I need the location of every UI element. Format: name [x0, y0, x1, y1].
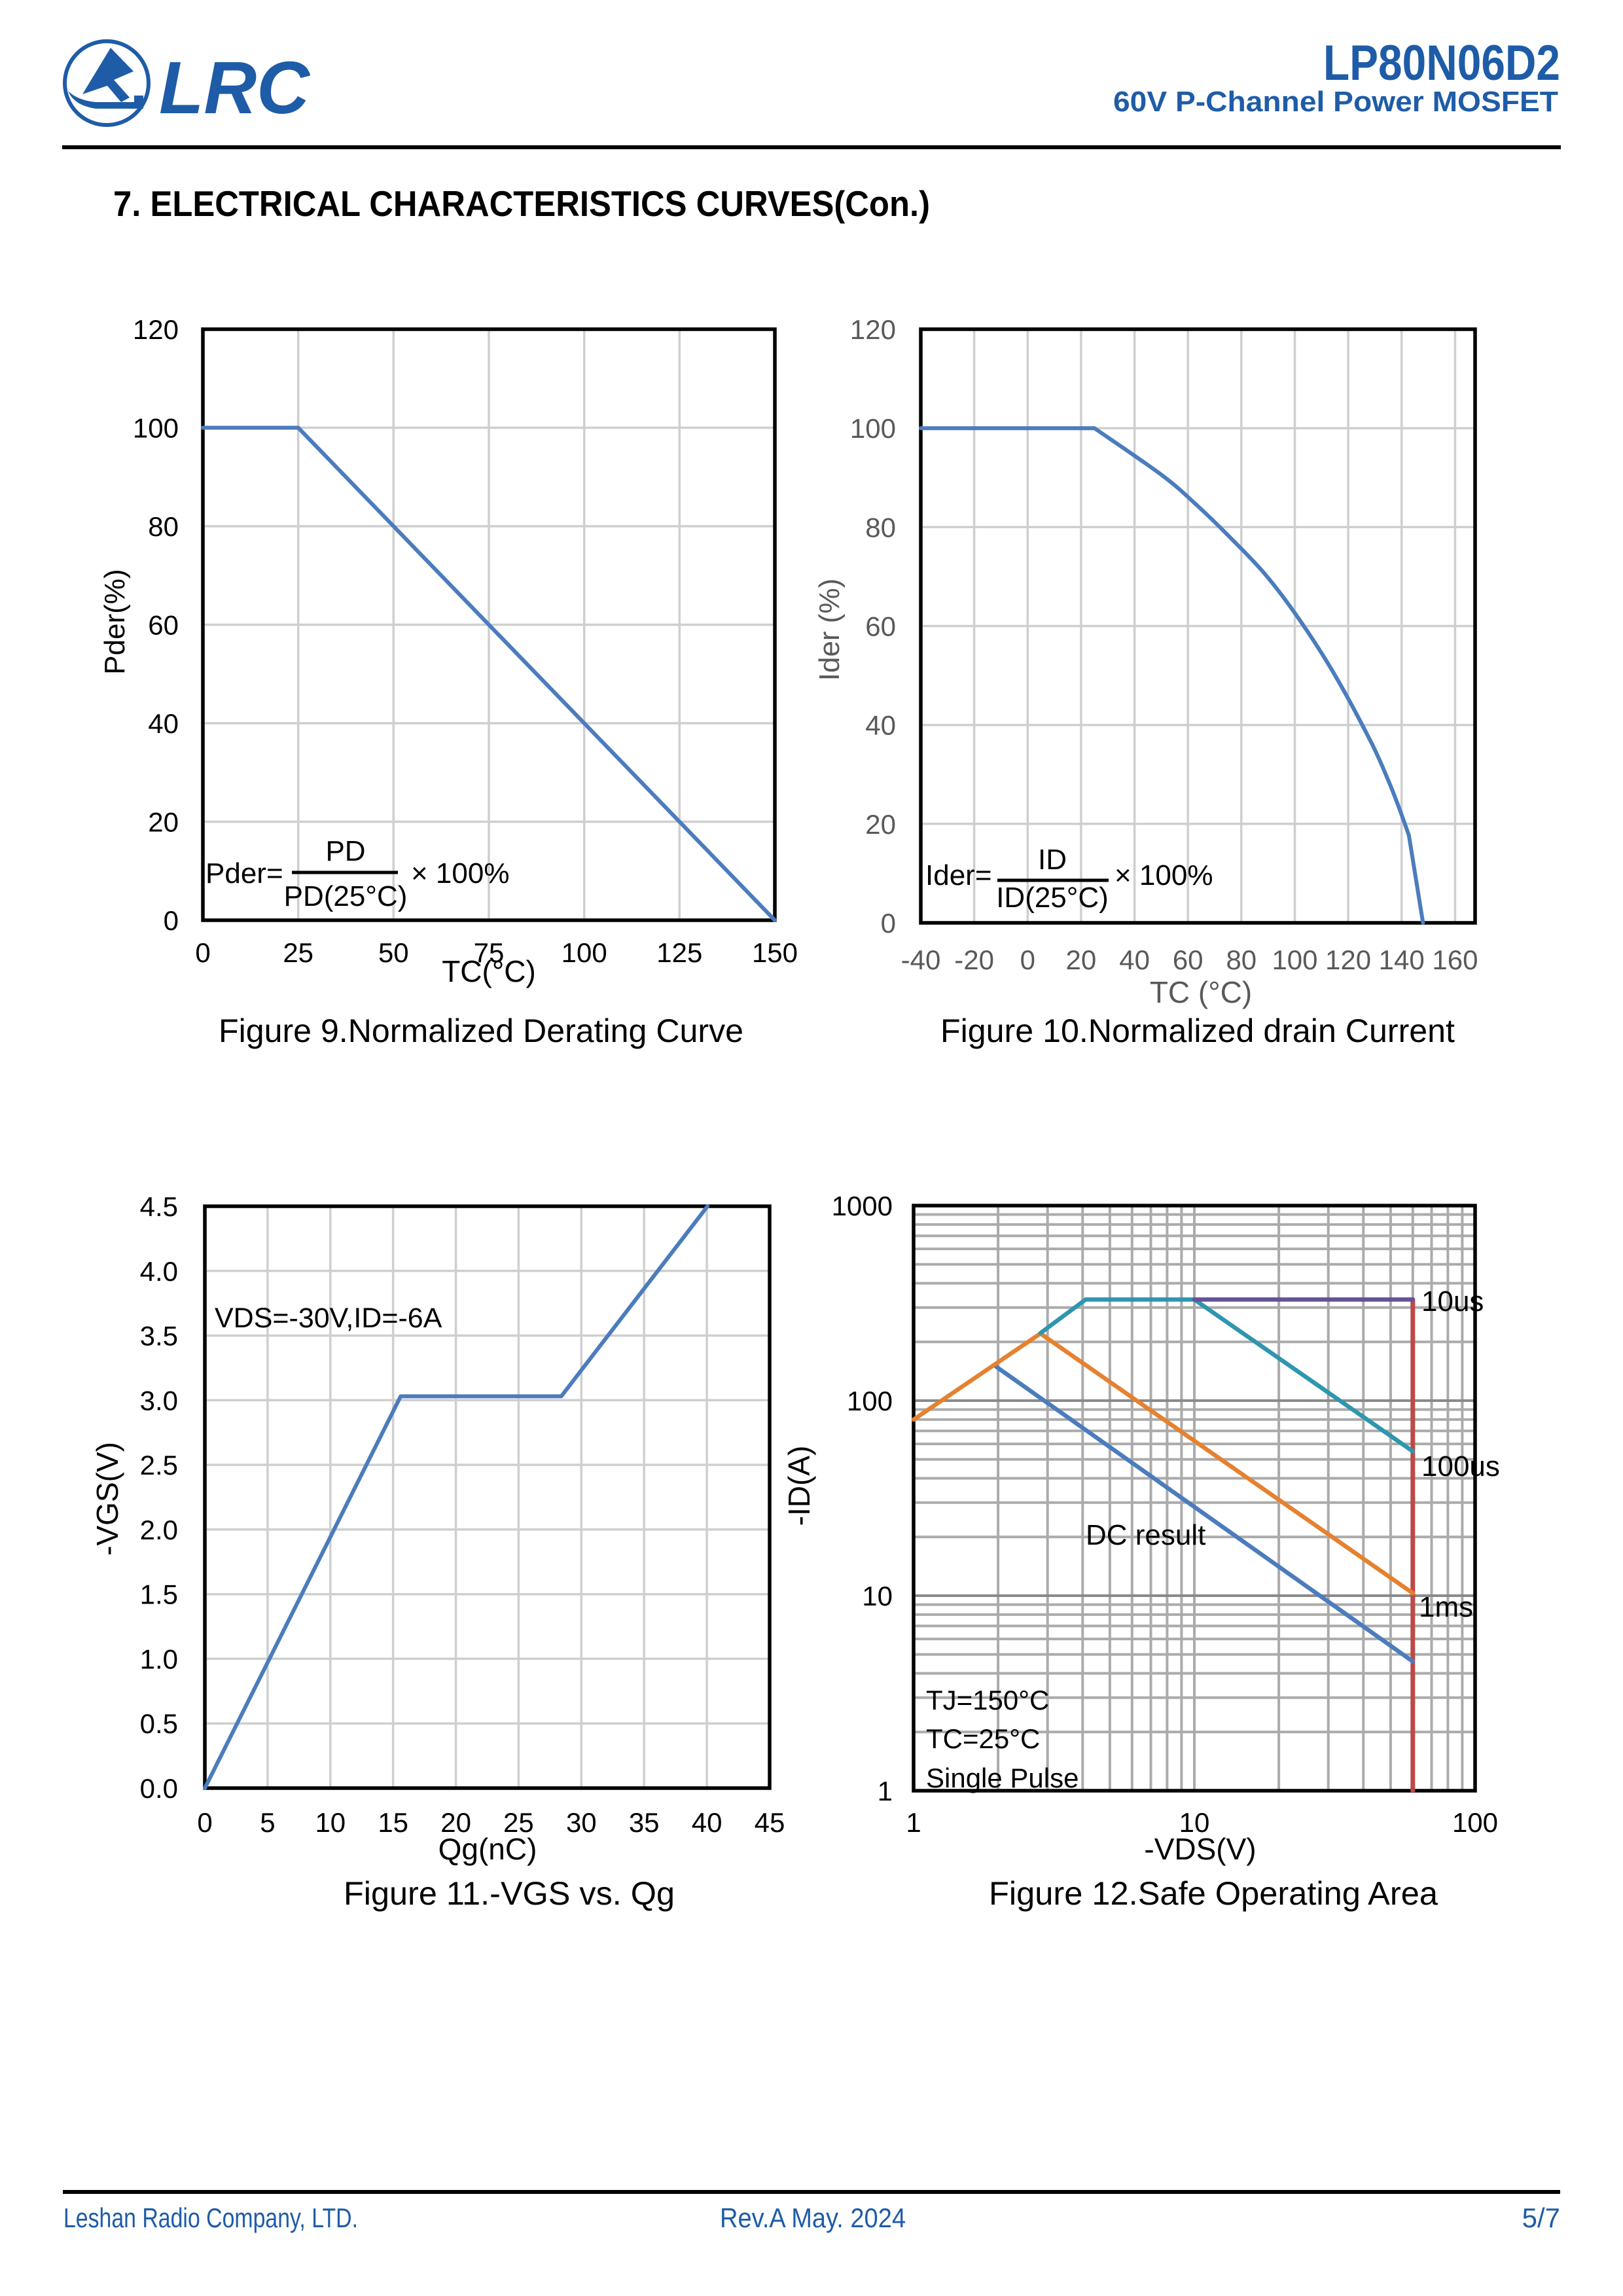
svg-text:ID(25°C): ID(25°C)	[996, 882, 1109, 914]
svg-text:35: 35	[629, 1807, 660, 1838]
svg-text:4.5: 4.5	[140, 1191, 178, 1222]
svg-text:15: 15	[378, 1807, 408, 1838]
svg-text:80: 80	[865, 512, 896, 543]
svg-text:TC (°C): TC (°C)	[1150, 975, 1252, 1009]
svg-text:0.0: 0.0	[140, 1773, 178, 1804]
svg-text:ID: ID	[1038, 844, 1067, 876]
svg-text:75: 75	[474, 937, 505, 968]
svg-text:140: 140	[1379, 944, 1425, 975]
svg-text:50: 50	[378, 937, 409, 968]
svg-text:5: 5	[260, 1807, 275, 1838]
svg-text:150: 150	[752, 937, 798, 968]
svg-text:40: 40	[865, 710, 896, 741]
svg-text:100us: 100us	[1421, 1450, 1500, 1482]
svg-text:20: 20	[440, 1807, 471, 1838]
svg-text:120: 120	[850, 314, 896, 345]
svg-text:Figure 9.Normalized Derating C: Figure 9.Normalized Derating Curve	[219, 1013, 743, 1049]
svg-text:Figure 11.-VGS vs. Qg: Figure 11.-VGS vs. Qg	[344, 1875, 675, 1912]
svg-text:Single Pulse: Single Pulse	[926, 1763, 1079, 1793]
svg-text:1: 1	[906, 1807, 921, 1838]
svg-text:LP80N06D2: LP80N06D2	[1323, 35, 1560, 91]
svg-text:0.5: 0.5	[140, 1708, 178, 1739]
svg-text:Qg(nC): Qg(nC)	[438, 1832, 537, 1866]
svg-text:10us: 10us	[1421, 1285, 1484, 1318]
svg-text:Pder=: Pder=	[205, 857, 283, 889]
svg-text:100: 100	[1452, 1807, 1498, 1838]
svg-text:1.0: 1.0	[140, 1643, 178, 1674]
svg-text:20: 20	[148, 807, 179, 838]
svg-text:10: 10	[862, 1581, 893, 1611]
svg-text:60: 60	[865, 611, 896, 642]
svg-text:60V P-Channel Power MOSFET: 60V P-Channel Power MOSFET	[1113, 86, 1558, 118]
svg-text:3.5: 3.5	[140, 1321, 178, 1352]
svg-text:100: 100	[133, 413, 179, 444]
svg-text:PD(25°C): PD(25°C)	[284, 880, 408, 912]
svg-text:4.0: 4.0	[140, 1256, 178, 1287]
svg-text:10: 10	[315, 1807, 346, 1838]
svg-text:125: 125	[656, 937, 702, 968]
svg-text:80: 80	[1226, 944, 1257, 975]
svg-text:× 100%: × 100%	[411, 857, 509, 889]
svg-text:LRC: LRC	[159, 46, 310, 129]
svg-text:2.5: 2.5	[140, 1450, 178, 1480]
svg-text:40: 40	[148, 708, 179, 739]
svg-text:100: 100	[850, 413, 896, 444]
svg-text:VDS=-30V,ID=-6A: VDS=-30V,ID=-6A	[215, 1302, 442, 1334]
svg-text:20: 20	[1066, 944, 1097, 975]
svg-text:45: 45	[755, 1807, 785, 1838]
svg-text:30: 30	[566, 1807, 597, 1838]
svg-text:TJ=150°C: TJ=150°C	[926, 1685, 1049, 1715]
svg-text:Figure 12.Safe Operating Area: Figure 12.Safe Operating Area	[989, 1875, 1438, 1912]
svg-text:0: 0	[197, 1807, 212, 1838]
svg-text:0: 0	[881, 908, 896, 939]
svg-text:1ms: 1ms	[1419, 1591, 1473, 1623]
svg-text:Ider (%): Ider (%)	[813, 579, 846, 681]
svg-text:Figure 10.Normalized drain Cur: Figure 10.Normalized drain Current	[940, 1013, 1455, 1049]
svg-text:× 100%: × 100%	[1115, 859, 1213, 891]
svg-text:120: 120	[1325, 944, 1371, 975]
svg-text:25: 25	[503, 1807, 534, 1838]
svg-text:Leshan Radio Company, LTD.: Leshan Radio Company, LTD.	[63, 2202, 358, 2233]
svg-text:60: 60	[148, 610, 179, 641]
svg-text:TC(°C): TC(°C)	[442, 954, 536, 988]
svg-text:60: 60	[1173, 944, 1204, 975]
svg-text:40: 40	[692, 1807, 722, 1838]
svg-text:Pder(%): Pder(%)	[99, 569, 131, 674]
svg-text:0: 0	[1020, 944, 1035, 975]
svg-text:-40: -40	[901, 944, 941, 975]
svg-text:1.5: 1.5	[140, 1579, 178, 1610]
svg-text:25: 25	[283, 937, 313, 968]
svg-text:0: 0	[195, 937, 210, 968]
svg-text:-VGS(V): -VGS(V)	[90, 1442, 124, 1556]
svg-text:3.0: 3.0	[140, 1385, 178, 1416]
svg-text:7. ELECTRICAL CHARACTERISTICS: 7. ELECTRICAL CHARACTERISTICS CURVES(Con…	[113, 183, 930, 224]
svg-text:120: 120	[133, 314, 179, 345]
svg-text:80: 80	[148, 511, 179, 542]
svg-text:TC=25°C: TC=25°C	[926, 1723, 1040, 1754]
svg-text:-ID(A): -ID(A)	[782, 1446, 816, 1526]
svg-text:5/7: 5/7	[1522, 2202, 1560, 2233]
svg-text:160: 160	[1432, 944, 1478, 975]
svg-text:PD: PD	[325, 835, 365, 867]
svg-text:1000: 1000	[832, 1191, 893, 1221]
svg-text:Rev.A May. 2024: Rev.A May. 2024	[720, 2202, 906, 2233]
svg-text:100: 100	[1272, 944, 1317, 975]
svg-text:40: 40	[1119, 944, 1150, 975]
svg-text:100: 100	[847, 1386, 893, 1416]
svg-text:10: 10	[1179, 1807, 1210, 1838]
svg-text:-20: -20	[954, 944, 994, 975]
svg-text:100: 100	[562, 937, 607, 968]
svg-text:0: 0	[164, 905, 179, 936]
svg-text:20: 20	[865, 809, 896, 840]
svg-text:2.0: 2.0	[140, 1515, 178, 1545]
svg-text:Ider=: Ider=	[925, 859, 992, 891]
svg-text:-VDS(V): -VDS(V)	[1144, 1832, 1256, 1866]
svg-text:1: 1	[878, 1776, 893, 1806]
svg-text:DC result: DC result	[1086, 1519, 1205, 1551]
